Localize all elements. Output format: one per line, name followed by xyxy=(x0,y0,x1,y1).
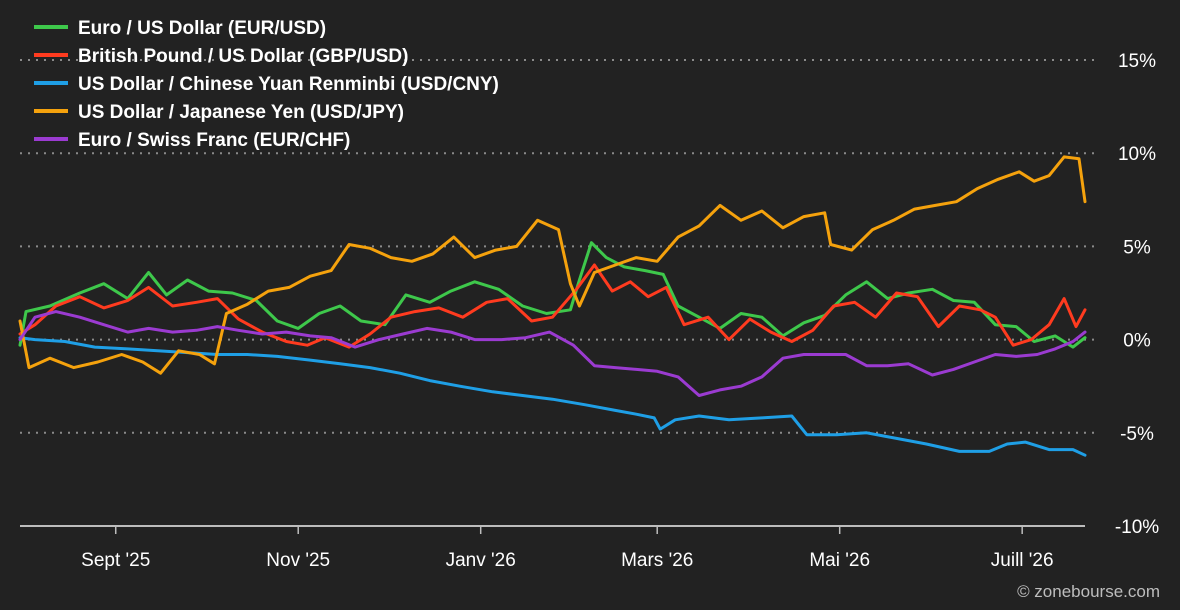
x-tick-label: Nov '25 xyxy=(266,550,330,571)
x-tick-label: Mars '26 xyxy=(621,550,693,571)
y-tick-label: 0% xyxy=(1123,331,1151,352)
series-line-1 xyxy=(18,263,1087,349)
legend-label: British Pound / US Dollar (GBP/USD) xyxy=(78,46,408,67)
legend-label: Euro / US Dollar (EUR/USD) xyxy=(78,18,326,39)
series-line-0 xyxy=(18,241,1087,349)
legend-label: Euro / Swiss Franc (EUR/CHF) xyxy=(78,130,350,151)
y-tick-label: 15% xyxy=(1118,51,1156,72)
y-tick-label: -10% xyxy=(1115,517,1159,538)
series-line-4 xyxy=(18,310,1087,397)
x-tick-label: Janv '26 xyxy=(446,550,516,571)
y-tick-label: -5% xyxy=(1120,424,1154,445)
series-line-3 xyxy=(18,155,1087,375)
axes: 15% 10% 5% 0% -5% -10% Sept '25 Nov '25 Janv '26… xyxy=(20,51,1159,571)
legend-label: US Dollar / Japanese Yen (USD/JPY) xyxy=(78,102,404,123)
legend-label: US Dollar / Chinese Yuan Renminbi (USD/C… xyxy=(78,74,499,95)
x-tick-label: Juill '26 xyxy=(991,550,1054,571)
x-tick-label: Mai '26 xyxy=(809,550,870,571)
series-lines xyxy=(18,155,1087,457)
copyright-text: © zonebourse.com xyxy=(1017,582,1160,601)
legend: Euro / US Dollar (EUR/USD) British Pound … xyxy=(34,18,499,151)
series-line-2 xyxy=(18,336,1087,457)
y-tick-label: 5% xyxy=(1123,237,1151,258)
y-tick-label: 10% xyxy=(1118,144,1156,165)
x-tick-label: Sept '25 xyxy=(81,550,150,571)
grid xyxy=(20,59,1095,434)
